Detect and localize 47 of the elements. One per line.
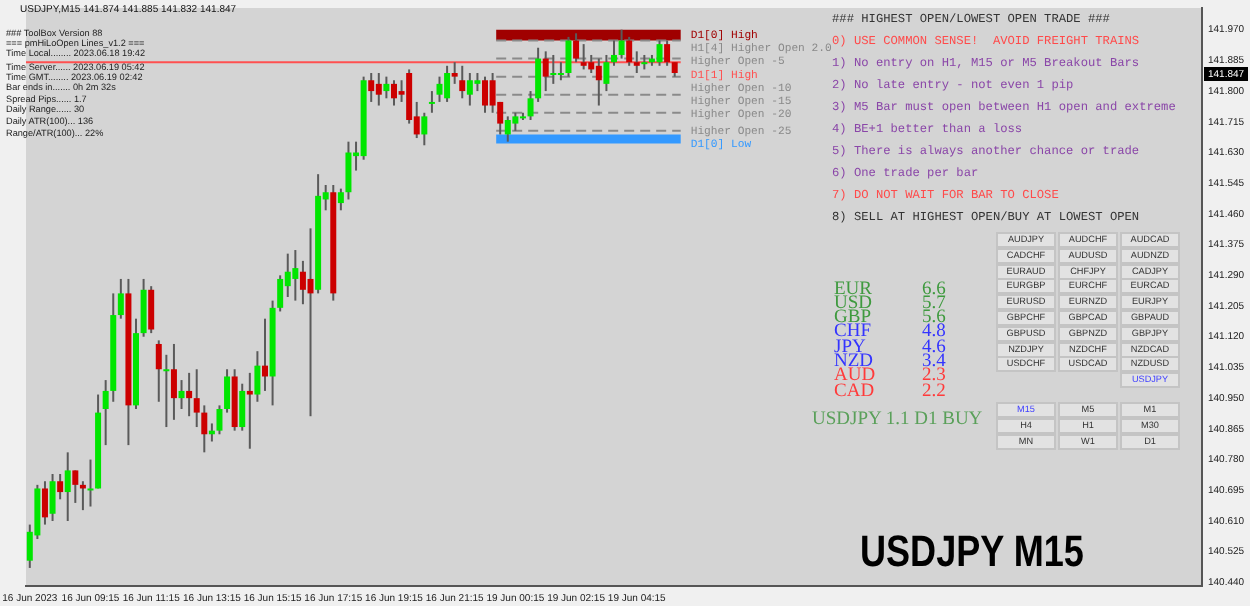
candlestick	[542, 50, 549, 93]
candlestick	[466, 72, 473, 107]
candlestick	[140, 277, 147, 338]
annotation: CAD	[834, 381, 875, 402]
candlestick	[368, 72, 375, 103]
candlestick	[57, 473, 64, 501]
candlestick	[292, 249, 299, 302]
candlestick	[618, 28, 625, 60]
candlestick	[261, 317, 268, 392]
candlestick	[216, 404, 223, 436]
candlestick	[595, 57, 602, 107]
candlestick	[299, 259, 306, 306]
candlestick	[64, 451, 71, 522]
candlestick	[482, 75, 489, 114]
candlestick	[186, 371, 193, 418]
candlestick	[580, 43, 587, 71]
annotation: 2.2	[922, 381, 946, 402]
candlestick	[573, 32, 580, 64]
candlestick	[428, 90, 435, 114]
candlestick	[178, 379, 185, 410]
candlestick	[656, 39, 663, 67]
candlestick	[633, 50, 640, 75]
candlestick	[459, 64, 466, 100]
candlestick	[565, 35, 572, 78]
candlestick	[611, 39, 617, 67]
candlestick	[117, 277, 124, 320]
candlestick	[474, 72, 481, 93]
candlestick	[664, 39, 671, 67]
candlestick	[390, 79, 397, 107]
candlestick	[72, 469, 79, 504]
candlestick	[444, 64, 451, 103]
candlestick	[421, 111, 428, 147]
candlestick	[246, 371, 253, 450]
candlestick	[41, 480, 48, 526]
candlestick	[170, 342, 177, 421]
candlestick	[383, 75, 390, 100]
candlestick	[87, 458, 94, 508]
candlestick	[49, 473, 56, 522]
candlestick	[626, 35, 633, 67]
candlestick	[504, 115, 511, 143]
candlestick	[375, 72, 382, 107]
candlestick	[148, 285, 155, 335]
annotation: USDJPY M15	[860, 526, 1084, 578]
candlestick	[224, 368, 231, 414]
candlestick	[550, 53, 557, 85]
annotation: USDJPY 1.1 D1 BUY	[812, 410, 983, 430]
candlestick	[239, 382, 246, 432]
